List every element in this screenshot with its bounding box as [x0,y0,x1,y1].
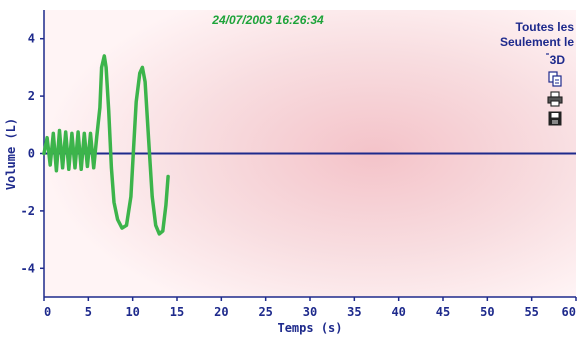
x-tick-label: 40 [391,305,405,319]
y-axis-ticks: -4 -2 0 2 4 [21,32,44,275]
copy-icon[interactable] [548,71,562,87]
x-tick-label: 45 [436,305,450,319]
seulement-le-option[interactable]: Seulement le [500,35,574,49]
x-tick-label: 55 [524,305,538,319]
view-3d-option[interactable]: 3D [550,53,566,67]
x-tick-label: 0 [44,305,51,319]
y-tick-label: 0 [28,147,35,161]
toutes-les-option[interactable]: Toutes les [516,20,575,34]
x-tick-label: 15 [170,305,184,319]
x-tick-label: 60 [562,305,576,319]
series-layer [42,54,170,236]
y-tick-label: 2 [28,89,35,103]
x-tick-label: 25 [258,305,272,319]
x-tick-label: 30 [303,305,317,319]
x-axis-title: Temps (s) [277,321,342,335]
x-tick-label: 20 [214,305,228,319]
volume-series-line [42,54,170,236]
x-tick-label: 5 [85,305,92,319]
x-tick-label: 35 [347,305,361,319]
y-tick-label: -2 [21,204,35,218]
timestamp: 24/07/2003 16:26:34 [211,13,324,27]
y-tick-label: 4 [28,32,35,46]
x-tick-label: 10 [125,305,139,319]
save-icon[interactable] [548,111,562,126]
y-tick-label: -4 [21,261,35,275]
y-axis-title: Volume (L) [4,118,18,190]
print-icon[interactable] [547,91,563,107]
x-axis-ticks: 0 5 10 15 20 25 30 35 40 45 50 55 60 [43,297,577,319]
x-tick-label: 50 [480,305,494,319]
